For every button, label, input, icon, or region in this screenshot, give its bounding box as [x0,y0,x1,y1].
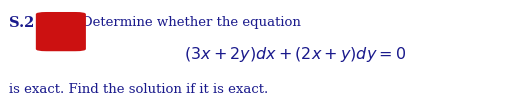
Text: S.2: S.2 [9,16,35,30]
Text: $(3x + 2y)dx + (2x + y)dy = 0$: $(3x + 2y)dx + (2x + y)dy = 0$ [184,45,406,64]
FancyBboxPatch shape [36,12,86,51]
Text: is exact. Find the solution if it is exact.: is exact. Find the solution if it is exa… [9,83,269,96]
Text: Determine whether the equation: Determine whether the equation [82,16,300,29]
